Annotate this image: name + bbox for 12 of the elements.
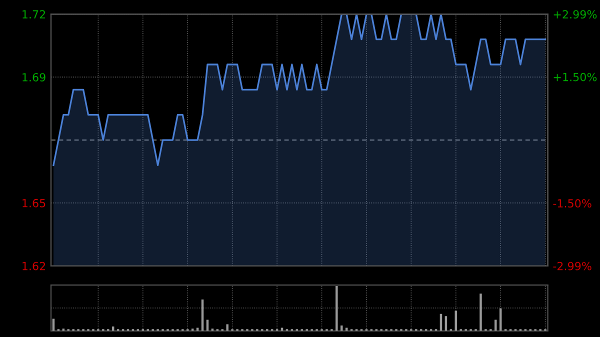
y-tick-label: 1.65 <box>22 198 46 208</box>
y2-tick-label: -1.50% <box>553 199 592 208</box>
bar <box>494 320 497 331</box>
y-tick-label: 1.62 <box>22 262 46 270</box>
y2-tick-label: -2.99% <box>553 262 592 270</box>
y-tick-label: 1.72 <box>22 10 46 18</box>
bar <box>226 324 228 331</box>
y-tick-label: 1.69 <box>22 73 46 82</box>
bar <box>480 294 482 331</box>
y2-tick-label: +1.50% <box>554 72 597 82</box>
bar <box>336 286 338 331</box>
y2-tick-label: +2.99% <box>554 10 597 19</box>
